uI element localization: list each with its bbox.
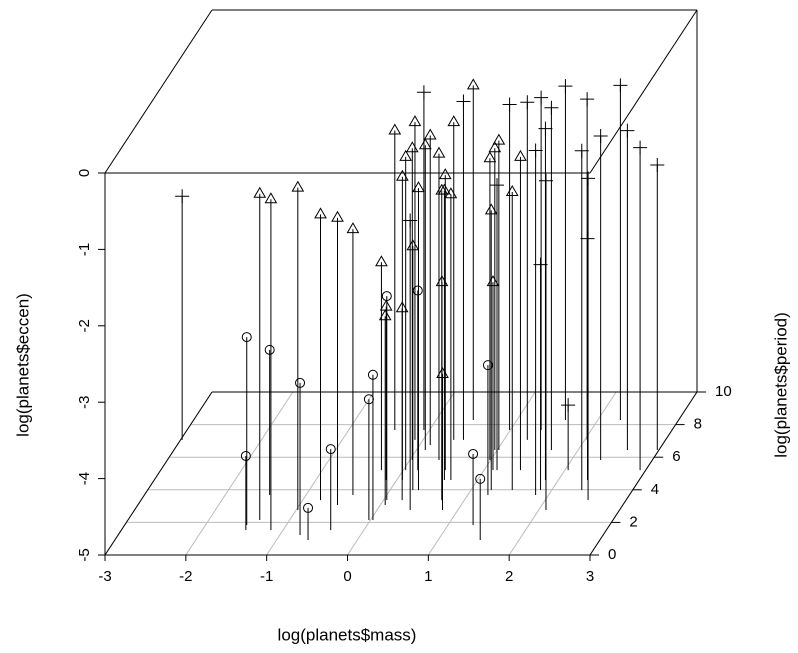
floor-grid-line	[427, 391, 536, 556]
point	[367, 369, 378, 380]
point	[438, 183, 451, 195]
z-tick-label: -2	[76, 319, 93, 332]
box-edge	[589, 391, 698, 556]
point	[175, 189, 190, 204]
point	[650, 158, 665, 173]
point	[538, 121, 553, 136]
point	[561, 398, 576, 413]
point	[331, 210, 344, 222]
y-tick-label: 6	[672, 448, 680, 465]
x-tick-label: 3	[586, 568, 594, 585]
z-axis-title: log(planets$eccen)	[13, 293, 32, 437]
y-tick-label: 2	[629, 513, 637, 530]
x-tick-label: -1	[260, 568, 273, 585]
box-edge	[104, 391, 213, 556]
point	[403, 213, 418, 228]
point	[418, 138, 432, 150]
x-tick-label: 2	[505, 568, 513, 585]
point	[475, 473, 486, 484]
point	[432, 146, 446, 158]
point	[633, 140, 648, 155]
point	[490, 178, 505, 193]
point	[241, 332, 252, 343]
point	[408, 115, 422, 127]
point	[379, 299, 393, 311]
point	[388, 123, 402, 135]
point	[593, 129, 608, 144]
point	[325, 444, 336, 455]
box-edge	[104, 9, 213, 174]
point	[378, 309, 392, 321]
point	[528, 143, 543, 158]
y-tick-label: 10	[715, 383, 732, 400]
point	[533, 257, 548, 272]
y-tick-label: 8	[694, 416, 702, 433]
point	[291, 180, 305, 192]
point	[264, 344, 275, 355]
z-tick-label: -5	[76, 548, 93, 561]
point	[412, 181, 425, 193]
point	[580, 231, 595, 246]
point	[375, 255, 388, 267]
point	[482, 360, 493, 371]
x-tick-label: 1	[424, 568, 432, 585]
point	[574, 143, 589, 158]
z-tick-label: -1	[76, 243, 93, 256]
z-tick-label: 0	[76, 169, 93, 177]
point	[456, 94, 471, 109]
point	[468, 448, 479, 459]
point	[514, 149, 527, 161]
x-axis-title: log(planets$mass)	[278, 625, 417, 644]
point	[620, 123, 635, 138]
x-tick-label: -2	[179, 568, 192, 585]
point	[416, 85, 431, 100]
y-tick-label: 4	[651, 481, 659, 498]
point	[538, 173, 553, 188]
y-axis-title: log(planets$period)	[771, 312, 790, 458]
point	[492, 133, 506, 145]
point	[396, 169, 409, 181]
point	[466, 78, 480, 90]
point	[558, 79, 573, 94]
z-tick-label: -3	[76, 396, 93, 409]
point	[520, 95, 535, 110]
point	[488, 141, 502, 153]
point	[484, 203, 498, 215]
point	[314, 207, 327, 219]
point	[399, 149, 413, 161]
point	[613, 78, 628, 93]
floor-grid-line	[508, 391, 617, 556]
point	[381, 291, 392, 302]
point	[444, 187, 458, 199]
point	[264, 192, 278, 204]
point	[363, 394, 374, 405]
point	[580, 92, 595, 107]
point	[253, 186, 267, 198]
point	[581, 171, 596, 186]
point	[346, 222, 360, 234]
point	[544, 100, 559, 115]
point	[240, 450, 251, 461]
point	[423, 128, 437, 140]
floor-grid-line	[347, 391, 455, 556]
point	[447, 115, 461, 127]
point	[438, 168, 452, 180]
point	[303, 502, 314, 513]
x-tick-label: 0	[343, 568, 351, 585]
floor-grid-line	[185, 391, 294, 556]
z-tick-label: -4	[76, 472, 93, 485]
point	[483, 151, 497, 163]
point	[502, 97, 517, 112]
y-tick-label: 0	[608, 546, 616, 563]
box-edge	[589, 9, 698, 174]
point	[295, 377, 306, 388]
point	[534, 90, 549, 105]
x-tick-label: -3	[98, 568, 111, 585]
